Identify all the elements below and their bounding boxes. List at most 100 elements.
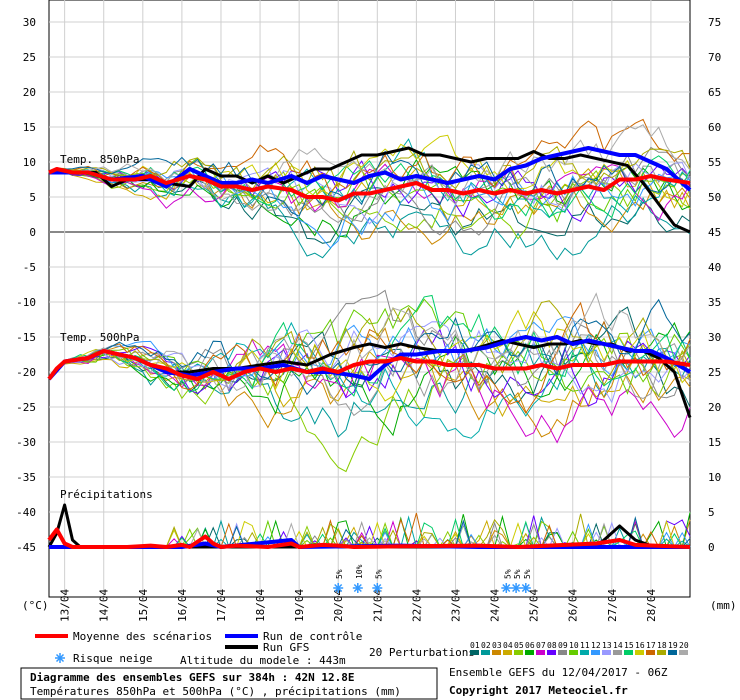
snow-risk-pct: 10%	[355, 564, 364, 579]
snow-risk-pct: 5%	[503, 569, 512, 579]
date-tick-label: 28/04	[645, 589, 658, 622]
perturbation-18-t500	[48, 300, 691, 386]
perturbation-id: 12	[591, 641, 601, 650]
perturbation-id: 16	[635, 641, 645, 650]
snow-risk-pct: 5%	[374, 569, 383, 579]
mean-precip-line	[47, 527, 691, 549]
right-tick-label: 75	[708, 16, 721, 29]
snow-risk-icon	[333, 583, 344, 593]
perturbation-17-t500	[48, 301, 691, 414]
snow-risk-pct: 5%	[335, 569, 344, 579]
date-tick-label: 14/04	[98, 589, 111, 622]
legend-mean-label: Moyenne des scénarios	[73, 630, 212, 643]
snow-risk-icon	[501, 583, 512, 593]
date-tick-label: 19/04	[293, 589, 306, 622]
left-tick-label: 25	[23, 51, 36, 64]
date-tick-label: 27/04	[606, 589, 619, 622]
perturbation-swatch	[613, 650, 622, 655]
right-tick-label: 50	[708, 191, 721, 204]
perturbation-id: 08	[547, 641, 557, 650]
mean-t850-line	[48, 167, 691, 203]
right-tick-label: 55	[708, 156, 721, 169]
precip-label: Précipitations	[60, 488, 153, 501]
left-tick-label: 10	[23, 156, 36, 169]
right-tick-label: 70	[708, 51, 721, 64]
perturbation-swatch	[525, 650, 534, 655]
perturbation-swatch	[624, 650, 633, 655]
perturbation-17-t850	[48, 118, 691, 194]
chart-title: Diagramme des ensembles GEFS sur 384h : …	[30, 671, 355, 684]
left-tick-label: -20	[16, 366, 36, 379]
date-tick-label: 17/04	[215, 589, 228, 622]
snow-risk-markers: 5% 10% 5% 5% 5% 5%	[333, 564, 532, 593]
right-tick-label: 35	[708, 296, 721, 309]
legend: Moyenne des scénarios Run de contrôle Ru…	[35, 630, 689, 667]
perturbation-id: 13	[602, 641, 612, 650]
right-tick-label: 10	[708, 471, 721, 484]
perturbation-swatch	[657, 650, 666, 655]
date-tick-label: 16/04	[176, 589, 189, 622]
snow-risk-icon	[511, 583, 522, 593]
left-tick-label: -25	[16, 401, 36, 414]
control-t850-line	[49, 146, 692, 192]
snow-risk-pct: 5%	[523, 569, 532, 579]
date-tick-label: 22/04	[410, 589, 423, 622]
plot-frame	[48, 0, 691, 598]
perturbation-swatch	[591, 650, 600, 655]
left-axis-unit: (°C)	[22, 599, 49, 612]
perturbation-swatch	[646, 650, 655, 655]
left-tick-label: -15	[16, 331, 36, 344]
ensemble-run-label: Ensemble GEFS du 12/04/2017 - 06Z	[449, 666, 668, 679]
perturbation-lines	[48, 118, 691, 549]
t850-label: Temp. 850hPa	[60, 153, 139, 166]
perturbation-swatch	[536, 650, 545, 655]
perturbation-legend: 01 02 03 04 05 06 07 08 09 10 11 12 13 14 15 16 17 18 19 20	[470, 641, 689, 655]
perturbation-id: 17	[646, 641, 656, 650]
perturbation-id: 19	[668, 641, 678, 650]
mean-t500-line	[47, 349, 691, 381]
perturbation-id: 04	[503, 641, 513, 650]
altitude-label: Altitude du modele : 443m	[180, 654, 346, 667]
right-tick-label: 60	[708, 121, 721, 134]
perturbation-02-t500	[48, 341, 691, 438]
left-tick-label: 5	[29, 191, 36, 204]
main-series-lines	[47, 146, 692, 549]
date-tick-label: 18/04	[254, 589, 267, 622]
perturbation-05-t850	[48, 168, 691, 240]
date-tick-label: 25/04	[528, 589, 541, 622]
snow-risk-icon	[520, 583, 531, 593]
date-tick-label: 15/04	[137, 589, 150, 622]
snow-risk-icon	[372, 583, 383, 593]
left-tick-label: 0	[29, 226, 36, 239]
perturbation-20-t850	[48, 124, 691, 205]
perturbation-swatch	[569, 650, 578, 655]
perturbation-swatch	[679, 650, 688, 655]
left-tick-label: 20	[23, 86, 36, 99]
perturbation-swatch	[602, 650, 611, 655]
left-tick-label: -40	[16, 506, 36, 519]
date-tick-label: 13/04	[59, 589, 72, 622]
perturbation-15-t850	[48, 155, 691, 220]
right-tick-label: 40	[708, 261, 721, 274]
legend-gfs-label: Run GFS	[263, 641, 309, 654]
right-tick-label: 30	[708, 331, 721, 344]
date-tick-label: 24/04	[489, 589, 502, 622]
snowflake-icon	[55, 653, 65, 663]
perturbation-id: 18	[657, 641, 667, 650]
perturbation-18-t850	[48, 145, 691, 191]
left-tick-label: -35	[16, 471, 36, 484]
legend-snow-label: Risque neige	[73, 652, 152, 665]
perturbation-swatch	[492, 650, 501, 655]
right-tick-label: 25	[708, 366, 721, 379]
perturbation-swatch	[635, 650, 644, 655]
left-tick-label: 15	[23, 121, 36, 134]
title-box: Diagramme des ensembles GEFS sur 384h : …	[20, 667, 438, 700]
left-tick-label: -10	[16, 296, 36, 309]
perturbation-swatch	[580, 650, 589, 655]
panel-labels: Temp. 850hPa Temp. 500hPa Précipitations…	[22, 153, 737, 612]
right-axis-unit: (mm)	[710, 599, 737, 612]
perturbation-id: 02	[481, 641, 491, 650]
perturbation-id: 01	[470, 641, 480, 650]
